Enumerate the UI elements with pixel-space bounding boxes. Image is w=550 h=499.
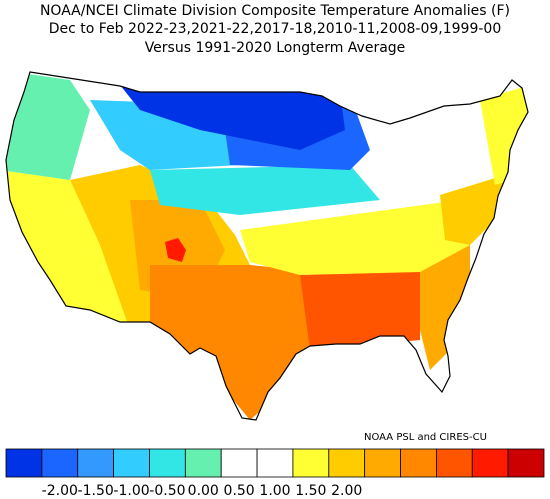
colorbar-swatch bbox=[77, 448, 114, 478]
colorbar-tick-label: 1.00 bbox=[259, 483, 290, 499]
colorbar-swatch bbox=[471, 448, 509, 478]
colorbar-swatches bbox=[5, 448, 545, 478]
colorbar-swatch bbox=[400, 448, 437, 478]
colorbar-tick-label: 0.00 bbox=[188, 483, 219, 499]
map-regions bbox=[6, 72, 528, 420]
map-subtitle-baseline: Versus 1991-2020 Longterm Average bbox=[144, 40, 406, 56]
colorbar-tick-label: 2.00 bbox=[331, 483, 362, 499]
colorbar-swatch bbox=[149, 448, 186, 478]
region-deep-south bbox=[300, 270, 420, 350]
colorbar-swatch bbox=[5, 448, 43, 478]
map-subtitle-period: Dec to Feb 2022-23,2021-22,2017-18,2010-… bbox=[48, 21, 502, 37]
colorbar-tick-label: 1.50 bbox=[295, 483, 326, 499]
colorbar: -2.00 -1.50 -1.00 -0.50 0.00 0.50 1.00 1.50 2.00 bbox=[5, 448, 545, 499]
map-title: NOAA/NCEI Climate Division Composite Tem… bbox=[39, 3, 511, 19]
colorbar-swatch bbox=[256, 448, 294, 478]
region-central-plains bbox=[150, 165, 380, 215]
colorbar-ticks: -2.00 -1.50 -1.00 -0.50 0.00 0.50 1.00 1.50 2.00 bbox=[42, 483, 363, 499]
colorbar-swatch bbox=[113, 448, 150, 478]
colorbar-tick-label: 0.50 bbox=[224, 483, 255, 499]
colorbar-tick-label: -1.00 bbox=[113, 483, 149, 499]
colorbar-swatch bbox=[220, 448, 258, 478]
colorbar-swatch bbox=[292, 448, 330, 478]
region-four-corners-hotspot bbox=[165, 238, 186, 262]
region-northern-plains bbox=[120, 85, 345, 150]
colorbar-tick-label: -2.00 bbox=[42, 483, 78, 499]
region-mid-atlantic bbox=[440, 175, 505, 245]
colorbar-swatch bbox=[507, 448, 545, 478]
colorbar-swatch bbox=[41, 448, 79, 478]
colorbar-swatch bbox=[435, 448, 473, 478]
colorbar-swatch bbox=[328, 448, 366, 478]
colorbar-tick-label: -1.50 bbox=[78, 483, 114, 499]
us-anomaly-map bbox=[5, 71, 529, 421]
colorbar-tick-label: -0.50 bbox=[149, 483, 185, 499]
credit-text: NOAA PSL and CIRES-CU bbox=[364, 432, 487, 443]
region-ohio-valley bbox=[240, 200, 470, 275]
colorbar-swatch bbox=[364, 448, 401, 478]
colorbar-swatch bbox=[184, 448, 222, 478]
